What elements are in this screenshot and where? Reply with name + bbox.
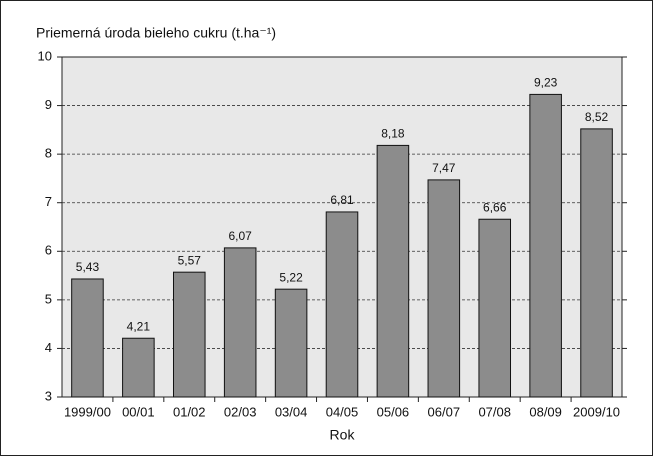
- y-tick-label: 9: [45, 97, 52, 112]
- x-tick-label: 05/06: [377, 404, 410, 419]
- x-tick-label: 07/08: [478, 404, 511, 419]
- bar: [529, 93, 562, 398]
- bar: [580, 128, 613, 398]
- value-label: 4,21: [127, 319, 151, 333]
- bar: [478, 218, 512, 398]
- value-label: 6,07: [229, 229, 253, 243]
- value-label: 5,43: [76, 260, 100, 274]
- bar: [172, 271, 206, 398]
- x-tick-label: 04/05: [326, 404, 359, 419]
- value-label: 6,66: [483, 200, 507, 214]
- bar: [325, 211, 359, 398]
- x-tick-label: 1999/00: [64, 404, 111, 419]
- x-tick-label: 02/03: [224, 404, 257, 419]
- bar: [71, 278, 104, 398]
- bar: [427, 179, 461, 398]
- y-tick-label: 3: [45, 388, 52, 403]
- bar: [223, 247, 257, 398]
- x-tick-label: 00/01: [122, 404, 155, 419]
- value-label: 8,52: [585, 110, 609, 124]
- y-tick-label: 4: [45, 340, 52, 355]
- value-label: 7,47: [432, 161, 456, 175]
- x-tick-label: 2009/10: [573, 404, 620, 419]
- x-tick-label: 01/02: [173, 404, 206, 419]
- value-label: 5,22: [279, 270, 303, 284]
- bar: [122, 337, 155, 398]
- value-label: 6,81: [330, 193, 354, 207]
- y-tick-label: 5: [45, 291, 52, 306]
- bar: [376, 144, 410, 398]
- value-label: 8,18: [381, 127, 405, 141]
- x-tick-label: 03/04: [275, 404, 308, 419]
- x-axis-label: Rok: [330, 427, 356, 443]
- x-tick-label: 08/09: [529, 404, 562, 419]
- value-label: 9,23: [534, 76, 558, 90]
- y-tick-label: 8: [45, 146, 52, 161]
- chart-title: Priemerná úroda bieleho cukru (t.ha⁻¹): [36, 25, 276, 41]
- y-tick-label: 10: [38, 48, 52, 63]
- y-tick-label: 7: [45, 194, 52, 209]
- x-tick-label: 06/07: [428, 404, 461, 419]
- value-label: 5,57: [178, 253, 202, 267]
- bar: [274, 288, 308, 398]
- y-tick-label: 6: [45, 243, 52, 258]
